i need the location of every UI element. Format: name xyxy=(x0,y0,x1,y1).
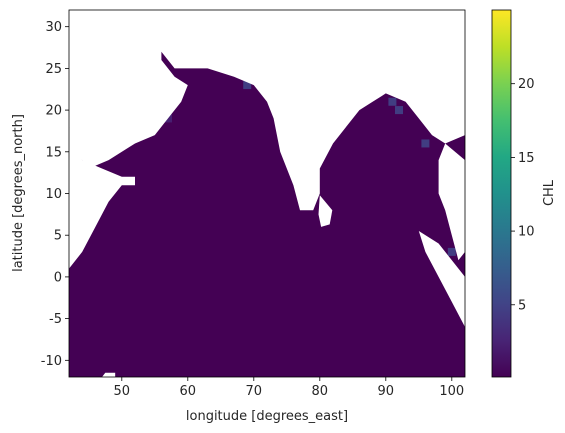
y-tick-label: 20 xyxy=(45,104,62,119)
x-tick-label: 90 xyxy=(378,384,395,399)
land-mask-3 xyxy=(438,143,465,261)
x-tick-label: 60 xyxy=(180,384,197,399)
y-axis-label: latitude [degrees_north] xyxy=(11,114,26,272)
y-tick-label: 10 xyxy=(45,187,62,202)
plot-area xyxy=(69,10,465,377)
chl-highlight-5 xyxy=(164,114,172,123)
chl-highlight-3 xyxy=(421,139,430,148)
colorbar xyxy=(491,9,512,378)
x-axis-label: longitude [degrees_east] xyxy=(186,409,348,424)
x-tick-label: 50 xyxy=(114,384,131,399)
y-tick-label: -5 xyxy=(49,312,62,327)
y-axis-ticks: -10 -5 0 5 10 15 20 25 30 xyxy=(41,20,69,369)
x-tick-label: 70 xyxy=(246,384,263,399)
y-tick-label: 30 xyxy=(45,20,62,35)
land-mask-0 xyxy=(69,10,135,269)
colorbar-tick-label: 5 xyxy=(518,298,526,313)
chl-highlight-1 xyxy=(388,97,397,106)
x-tick-label: 100 xyxy=(439,384,464,399)
colorbar-tick-label: 10 xyxy=(518,225,535,240)
y-tick-label: 15 xyxy=(45,145,62,160)
y-tick-label: 5 xyxy=(54,229,62,244)
land-mask-4 xyxy=(318,195,333,227)
land-masks xyxy=(69,10,465,377)
colorbar-tick-label: 20 xyxy=(518,77,535,92)
colorbar-ticks: 5 10 15 20 xyxy=(511,77,535,313)
x-tick-label: 80 xyxy=(312,384,329,399)
colorbar-tick-label: 15 xyxy=(518,151,535,166)
y-tick-label: 0 xyxy=(54,270,62,285)
x-axis-ticks: 50 60 70 80 90 100 xyxy=(114,377,464,399)
colorbar-label: CHL xyxy=(542,179,557,206)
land-mask-6 xyxy=(102,372,116,377)
y-tick-label: 25 xyxy=(45,62,62,77)
land-mask-5 xyxy=(418,231,465,327)
land-mask-2 xyxy=(108,10,465,211)
y-tick-label: -10 xyxy=(41,354,62,369)
chl-highlight-0 xyxy=(243,81,252,90)
chl-highlight-4 xyxy=(447,247,456,256)
coastal-highlights xyxy=(164,81,456,256)
chl-highlight-2 xyxy=(395,106,403,115)
